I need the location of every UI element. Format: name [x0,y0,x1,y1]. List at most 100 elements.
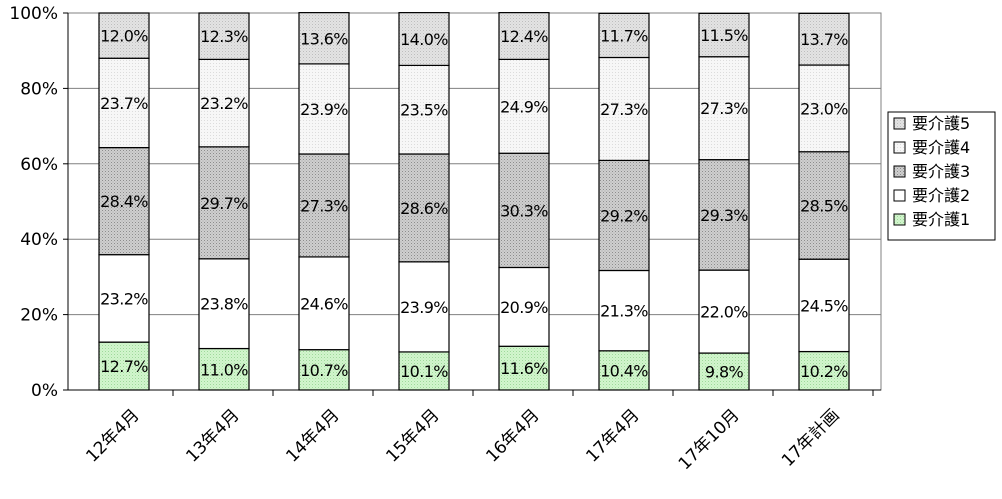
plot-area [67,12,882,391]
legend-label: 要介護3 [912,162,970,181]
bar-segment-5-0 [98,12,150,59]
bar-segment-2-2 [298,256,350,351]
x-axis: 12年4月 13年4月 14年4月 15年4月 16年4月 17年4月 17年10月 17年計… [68,389,881,474]
bar-segment-3-2 [298,153,350,258]
bars [98,12,850,391]
bar-segment-1-1 [198,347,250,391]
data-label: 24.6% [300,294,348,313]
data-label: 28.6% [400,199,448,218]
data-label: 11.6% [500,359,548,378]
data-label: 23.2% [200,94,248,113]
data-label: 13.6% [300,29,348,48]
bar-segment-4-2 [298,63,350,155]
y-tick-label: 0% [31,381,58,401]
bar-segment-5-2 [298,12,350,65]
bar-segment-5-6 [698,12,750,58]
x-tick-label: 13年4月 [182,405,243,466]
y-tick-label: 20% [20,306,58,326]
bar-segment-1-5 [598,350,650,391]
legend-swatch-4 [893,141,906,154]
legend: 要介護5 要介護4 要介護3 要介護2 要介護1 [887,111,996,241]
x-tick-label: 17年4月 [582,405,643,466]
y-tick-label: 100% [9,4,58,24]
bar-segment-5-1 [198,12,250,60]
bar-segment-5-4 [498,12,550,60]
data-label: 10.2% [800,362,848,381]
data-label: 12.7% [100,357,148,376]
data-label: 12.4% [500,27,548,46]
data-label: 23.0% [800,99,848,118]
data-label: 29.2% [600,206,648,225]
data-label: 14.0% [400,30,448,49]
bar-segment-1-2 [298,349,350,391]
y-tick-label: 80% [20,79,58,99]
data-label: 10.1% [400,362,448,381]
data-label: 24.9% [500,97,548,116]
data-label: 22.0% [700,303,748,322]
x-tick-label: 15年4月 [382,405,443,466]
legend-swatch-3 [893,165,906,178]
x-tick-label: 17年10月 [675,405,744,474]
bar-segment-2-3 [398,261,450,353]
data-label: 23.9% [300,100,348,119]
data-label: 28.5% [800,196,848,215]
data-label: 28.4% [100,192,148,211]
bar-segment-2-7 [798,258,850,353]
bar-segment-3-0 [98,146,150,256]
bar-segment-4-6 [698,56,750,161]
data-labels: 12.7% 23.2% 28.4% 23.7% 12.0% 11.0% 23.8% 29.7%… [100,26,849,382]
bar-segment-3-1 [198,146,250,260]
data-label: 13.7% [800,30,848,49]
x-tick-label: 14年4月 [282,405,343,466]
y-tick-label: 40% [20,230,58,250]
bar-segment-3-6 [698,159,750,271]
data-label: 10.7% [300,361,348,380]
data-label: 20.9% [500,298,548,317]
bar-segment-4-1 [198,58,250,148]
data-label: 11.5% [700,26,748,45]
legend-label: 要介護1 [912,210,970,229]
data-label: 23.5% [400,101,448,120]
legend-label: 要介護5 [912,114,970,133]
legend-swatch-1 [893,213,906,226]
data-label: 12.3% [200,27,248,46]
bar-segment-2-1 [198,258,250,350]
bar-segment-2-0 [98,254,150,343]
data-label: 23.2% [100,289,148,308]
legend-label: 要介護2 [912,186,970,205]
y-axis: 0% 20% 40% 60% 80% 100% [9,4,69,401]
bar-segment-4-7 [798,64,850,153]
data-label: 30.3% [500,201,548,220]
data-label: 29.7% [200,194,248,213]
data-label: 23.9% [400,298,448,317]
data-label: 21.3% [600,302,648,321]
bar-segment-3-3 [398,153,450,263]
data-label: 23.8% [200,295,248,314]
bar-segment-5-7 [798,12,850,66]
x-tick-label: 12年4月 [82,405,143,466]
bar-segment-5-3 [398,12,450,67]
data-label: 10.4% [600,361,648,380]
data-label: 11.0% [200,360,248,379]
bar-segment-2-5 [598,269,650,352]
y-tick-label: 60% [20,155,58,175]
legend-label: 要介護4 [912,138,970,157]
data-label: 9.8% [705,363,744,382]
data-label: 11.7% [600,26,648,45]
legend-swatch-5 [893,117,906,130]
bar-segment-1-6 [698,352,750,391]
bar-segment-4-3 [398,64,450,155]
x-tick-label: 17年計画 [778,405,844,471]
data-label: 24.5% [800,296,848,315]
legend-box [887,111,996,241]
bar-segment-5-5 [598,12,650,59]
data-label: 27.3% [600,100,648,119]
bar-segment-4-0 [98,57,150,149]
bar-segment-2-4 [498,266,550,347]
bar-segment-1-4 [498,345,550,391]
data-label: 23.7% [100,94,148,113]
data-label: 27.3% [300,196,348,215]
data-label: 29.3% [700,206,748,225]
x-tick-label: 16年4月 [482,405,543,466]
